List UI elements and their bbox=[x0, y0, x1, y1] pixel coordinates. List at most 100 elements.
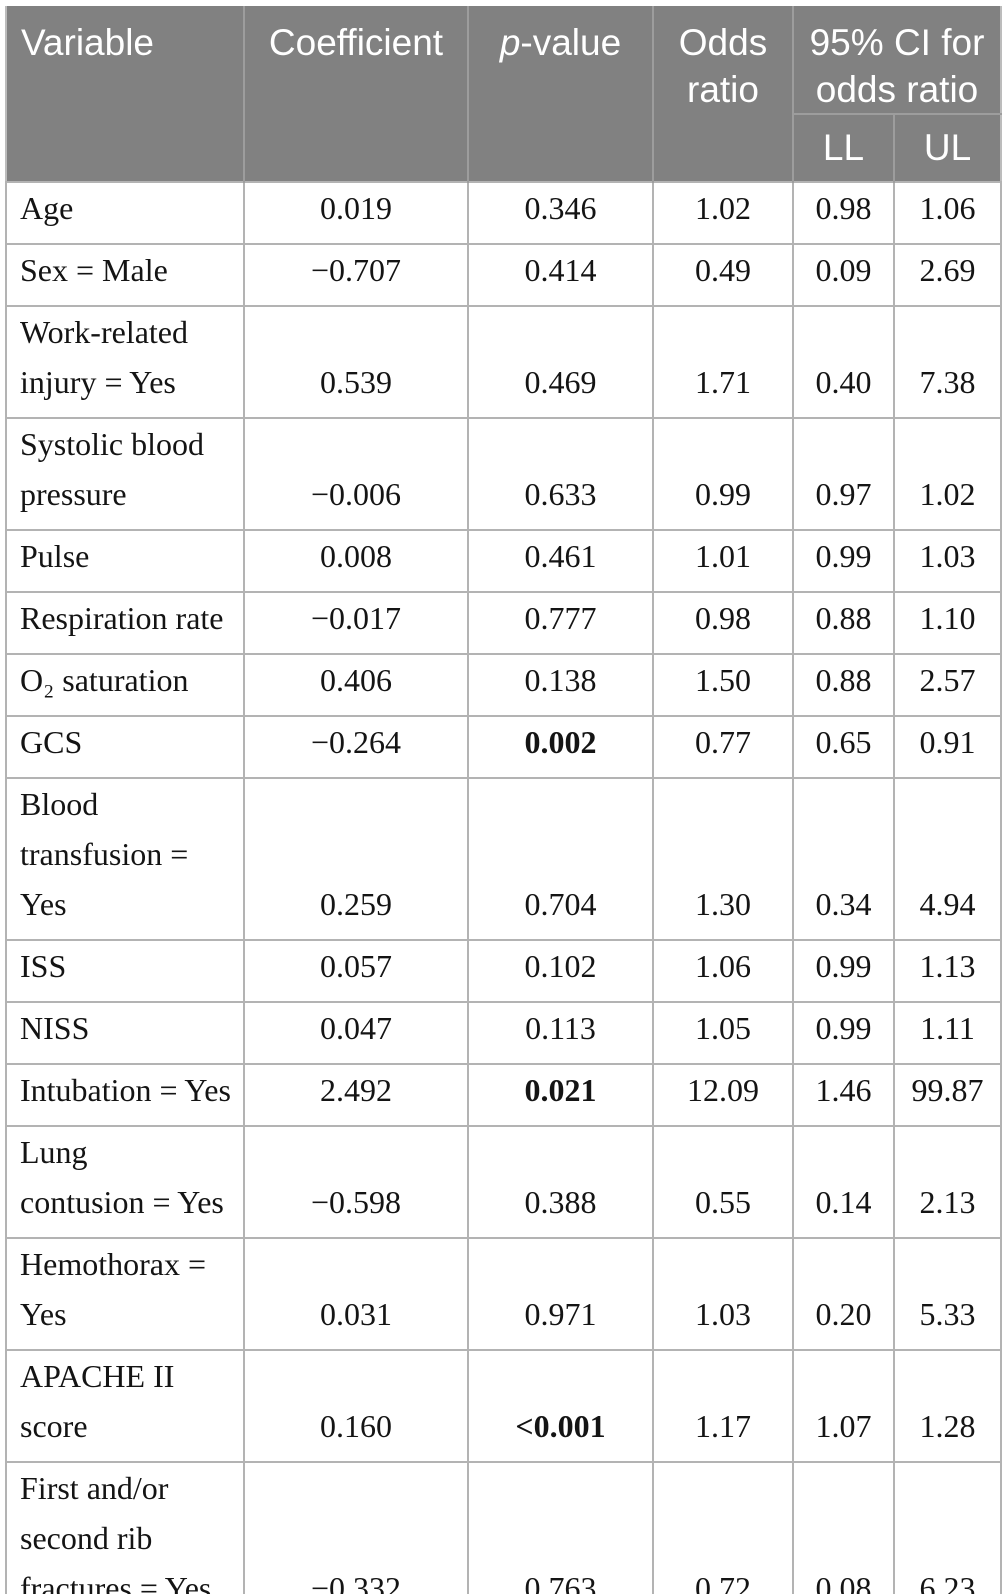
cell-coefficient: 0.047 bbox=[243, 1001, 469, 1066]
cell-coefficient: −0.017 bbox=[243, 591, 469, 656]
cell-ul: 0.91 bbox=[892, 715, 1003, 780]
table-row-pulse: Pulse 0.008 0.461 1.01 0.99 1.03 bbox=[5, 529, 1003, 594]
table-row-respiration-rate: Respiration rate −0.017 0.777 0.98 0.88 … bbox=[5, 591, 1003, 656]
col-header-coefficient-label: Coefficient bbox=[268, 22, 444, 63]
cell-coefficient: 0.160 bbox=[243, 1349, 469, 1464]
table-row-work-related-injury: Work-related injury = Yes 0.539 0.469 1.… bbox=[5, 305, 1003, 420]
cell-variable: Hemothorax = Yes bbox=[5, 1237, 245, 1352]
cell-ll: 0.40 bbox=[792, 305, 895, 420]
table-row-sex: Sex = Male −0.707 0.414 0.49 0.09 2.69 bbox=[5, 243, 1003, 308]
table-row-age: Age 0.019 0.346 1.02 0.98 1.06 bbox=[5, 181, 1003, 246]
cell-odds-ratio: 0.99 bbox=[652, 417, 794, 532]
table-row-hemothorax: Hemothorax = Yes 0.031 0.971 1.03 0.20 5… bbox=[5, 1237, 1003, 1352]
cell-ul: 1.03 bbox=[892, 529, 1003, 594]
cell-odds-ratio: 1.05 bbox=[652, 1001, 794, 1066]
cell-p-value: 0.704 bbox=[467, 777, 654, 942]
cell-ll: 0.09 bbox=[792, 243, 895, 308]
table-row-systolic-bp: Systolic blood pressure −0.006 0.633 0.9… bbox=[5, 417, 1003, 532]
col-header-coefficient: Coefficient bbox=[243, 6, 468, 183]
cell-variable: Systolic blood pressure bbox=[5, 417, 245, 532]
cell-variable: Sex = Male bbox=[5, 243, 245, 308]
table-row-apache-ii: APACHE II score 0.160 <0.001 1.17 1.07 1… bbox=[5, 1349, 1003, 1464]
cell-coefficient: 0.019 bbox=[243, 181, 469, 246]
cell-p-value: 0.102 bbox=[467, 939, 654, 1004]
cell-p-value: 0.388 bbox=[467, 1125, 654, 1240]
cell-coefficient: 0.259 bbox=[243, 777, 469, 942]
cell-ll: 0.98 bbox=[792, 181, 895, 246]
cell-ul: 2.57 bbox=[892, 653, 1003, 718]
cell-coefficient: 2.492 bbox=[243, 1063, 469, 1128]
cell-variable: Work-related injury = Yes bbox=[5, 305, 245, 420]
cell-ll: 0.99 bbox=[792, 1001, 895, 1066]
cell-variable: O₂ saturation bbox=[5, 653, 245, 718]
table-row-niss: NISS 0.047 0.113 1.05 0.99 1.11 bbox=[5, 1001, 1003, 1066]
table-row-lung-contusion: Lung contusion = Yes −0.598 0.388 0.55 0… bbox=[5, 1125, 1003, 1240]
cell-coefficient: 0.539 bbox=[243, 305, 469, 420]
cell-p-value-significant: 0.002 bbox=[467, 715, 654, 780]
cell-coefficient: 0.057 bbox=[243, 939, 469, 1004]
col-header-ci-label: 95% CI for odds ratio bbox=[809, 22, 985, 110]
cell-ll: 1.07 bbox=[792, 1349, 895, 1464]
cell-p-value: 0.633 bbox=[467, 417, 654, 532]
col-header-odds-ratio-label: Odds ratio bbox=[678, 22, 768, 110]
cell-variable: Lung contusion = Yes bbox=[5, 1125, 245, 1240]
cell-variable: Blood transfusion = Yes bbox=[5, 777, 245, 942]
col-header-odds-ratio: Odds ratio bbox=[652, 6, 793, 183]
cell-odds-ratio: 0.98 bbox=[652, 591, 794, 656]
cell-variable: Respiration rate bbox=[5, 591, 245, 656]
cell-ll: 0.08 bbox=[792, 1461, 895, 1594]
cell-ul: 2.69 bbox=[892, 243, 1003, 308]
cell-odds-ratio: 1.50 bbox=[652, 653, 794, 718]
cell-ul: 1.13 bbox=[892, 939, 1003, 1004]
cell-ll: 0.99 bbox=[792, 939, 895, 1004]
cell-ul: 6.23 bbox=[892, 1461, 1003, 1594]
cell-ll: 0.88 bbox=[792, 653, 895, 718]
col-header-ll: LL bbox=[792, 114, 894, 183]
cell-p-value: 0.138 bbox=[467, 653, 654, 718]
col-header-ul-label: UL bbox=[923, 126, 972, 168]
cell-coefficient: 0.031 bbox=[243, 1237, 469, 1352]
col-header-variable-label: Variable bbox=[21, 22, 155, 63]
cell-ul: 1.11 bbox=[892, 1001, 1003, 1066]
cell-variable: APACHE II score bbox=[5, 1349, 245, 1464]
cell-ul: 1.02 bbox=[892, 417, 1003, 532]
cell-ll: 1.46 bbox=[792, 1063, 895, 1128]
cell-coefficient: −0.006 bbox=[243, 417, 469, 532]
table-body: Age 0.019 0.346 1.02 0.98 1.06 Sex = Mal… bbox=[5, 181, 1003, 1594]
cell-odds-ratio: 0.72 bbox=[652, 1461, 794, 1594]
cell-odds-ratio: 1.03 bbox=[652, 1237, 794, 1352]
header-row-sub: LL UL bbox=[6, 114, 1002, 183]
cell-variable: Age bbox=[5, 181, 245, 246]
cell-ul: 1.10 bbox=[892, 591, 1003, 656]
cell-ul: 4.94 bbox=[892, 777, 1003, 942]
cell-ul: 5.33 bbox=[892, 1237, 1003, 1352]
cell-coefficient: 0.406 bbox=[243, 653, 469, 718]
col-header-ci: 95% CI for odds ratio bbox=[791, 6, 1002, 116]
col-header-ll-label: LL bbox=[822, 126, 865, 168]
cell-p-value: 0.777 bbox=[467, 591, 654, 656]
cell-odds-ratio: 0.49 bbox=[652, 243, 794, 308]
cell-coefficient: −0.332 bbox=[243, 1461, 469, 1594]
cell-variable: NISS bbox=[5, 1001, 245, 1066]
cell-ul: 1.28 bbox=[892, 1349, 1003, 1464]
p-rest: -value bbox=[520, 22, 622, 63]
col-header-ul: UL bbox=[892, 114, 1002, 183]
cell-odds-ratio: 1.06 bbox=[652, 939, 794, 1004]
cell-p-value: 0.763 bbox=[467, 1461, 654, 1594]
cell-odds-ratio: 12.09 bbox=[652, 1063, 794, 1128]
cell-variable: ISS bbox=[5, 939, 245, 1004]
cell-ul: 7.38 bbox=[892, 305, 1003, 420]
cell-ll: 0.20 bbox=[792, 1237, 895, 1352]
cell-p-value: 0.113 bbox=[467, 1001, 654, 1066]
cell-coefficient: −0.598 bbox=[243, 1125, 469, 1240]
col-header-p-value: p-value bbox=[467, 6, 653, 183]
table-row-o2-saturation: O₂ saturation 0.406 0.138 1.50 0.88 2.57 bbox=[5, 653, 1003, 718]
cell-variable: Intubation = Yes bbox=[5, 1063, 245, 1128]
col-header-variable: Variable bbox=[6, 6, 244, 183]
header-row-main: Variable Coefficient p-value Odds ratio … bbox=[6, 6, 1002, 183]
cell-p-value: 0.461 bbox=[467, 529, 654, 594]
cell-coefficient: −0.264 bbox=[243, 715, 469, 780]
p-italic: p bbox=[499, 22, 521, 63]
cell-coefficient: −0.707 bbox=[243, 243, 469, 308]
